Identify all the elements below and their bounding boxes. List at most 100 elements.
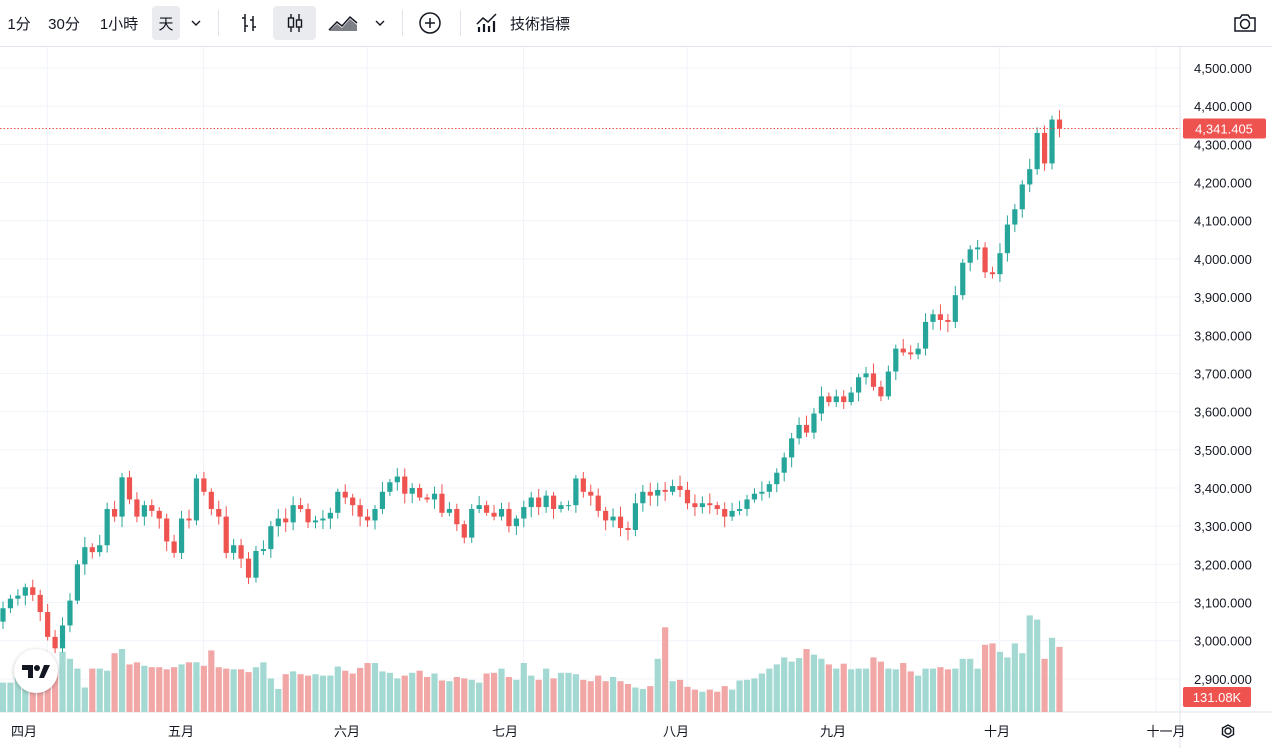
interval-1h-button[interactable]: 1小時 <box>99 15 139 33</box>
bar-chart-style-icon[interactable] <box>232 6 266 40</box>
volume-bar <box>892 669 899 712</box>
candle-body <box>848 392 854 403</box>
volume-bar <box>550 678 557 712</box>
volume-bar <box>0 682 7 712</box>
volume-bar <box>342 670 349 712</box>
volume-bar <box>1011 643 1018 712</box>
candle-body <box>818 396 824 414</box>
volume-bar <box>795 658 803 712</box>
candle-body <box>625 528 631 530</box>
candle-body <box>550 495 557 509</box>
candle-body <box>536 497 542 508</box>
price-tick-label: 4,200.000 <box>1194 176 1252 191</box>
candle-body <box>885 371 891 397</box>
candle-body <box>52 636 58 649</box>
candle-body <box>662 489 668 492</box>
price-tick-label: 3,900.000 <box>1194 290 1252 305</box>
volume-bar <box>81 687 88 712</box>
volume-bar <box>260 662 267 712</box>
current-price-label: 4,341.405 <box>1195 122 1253 137</box>
toolbar-divider <box>402 10 403 36</box>
interval-day-button[interactable]: 天 <box>152 6 180 40</box>
candle-body <box>670 486 676 492</box>
volume-bar <box>528 675 535 712</box>
volume-bar <box>312 674 319 712</box>
chart-grid <box>0 47 1272 748</box>
toolbar-divider <box>218 10 219 36</box>
volume-bar <box>1048 637 1056 712</box>
volume-bar <box>617 681 624 712</box>
candle-body <box>915 348 921 355</box>
candle-body <box>632 503 638 530</box>
volume-bar <box>438 680 446 712</box>
price-tick-label: 3,700.000 <box>1194 366 1252 381</box>
candle-body <box>67 600 73 626</box>
interval-dropdown-chevron-icon[interactable] <box>184 6 208 40</box>
volume-bar <box>818 658 825 712</box>
candle-body <box>260 549 266 551</box>
candle-body <box>312 520 319 523</box>
candle-body <box>1042 132 1048 164</box>
interval-30m-button[interactable]: 30分 <box>48 15 80 33</box>
volume-bar <box>334 666 341 712</box>
price-chart[interactable]: 2,900.000 3,000.000 3,100.000 3,200.000 3,30… <box>0 47 1272 748</box>
chart-settings-gear-icon[interactable] <box>1216 719 1240 743</box>
volume-bar <box>684 686 691 712</box>
snapshot-camera-icon[interactable] <box>1226 6 1264 40</box>
price-tick-label: 3,000.000 <box>1194 634 1252 649</box>
volume-bar <box>490 672 498 712</box>
time-axis: 四月 五月 六月 七月 八月 九月 十月 十一月 <box>11 724 1186 739</box>
candle-body <box>826 396 832 403</box>
volume-bar <box>676 679 684 712</box>
volume-bar <box>74 668 81 712</box>
volume-bar <box>944 669 951 712</box>
candle-body <box>878 386 884 397</box>
chart-style-dropdown-chevron-icon[interactable] <box>368 6 392 40</box>
interval-1m-button[interactable]: 1分 <box>7 15 31 33</box>
candle-body <box>30 587 36 595</box>
candle-body <box>975 247 981 250</box>
candle-body <box>766 484 772 492</box>
candle-body <box>930 314 936 322</box>
chart-canvas[interactable]: 2,900.000 3,000.000 3,100.000 3,200.000 3,30… <box>0 47 1272 748</box>
volume-bar <box>357 667 364 712</box>
candle-body <box>208 491 214 509</box>
volume-bar <box>714 691 721 712</box>
volume-bar <box>996 651 1004 712</box>
volume-bar <box>855 668 862 712</box>
candle-body <box>305 508 311 523</box>
candle-body <box>402 476 408 494</box>
area-chart-style-icon[interactable] <box>323 6 363 40</box>
tradingview-logo[interactable] <box>14 649 58 693</box>
candle-body <box>677 486 683 490</box>
volume-bar <box>922 668 929 712</box>
candle-body <box>1004 224 1010 254</box>
candlestick-style-icon[interactable] <box>273 6 316 40</box>
volume-bar <box>915 675 922 712</box>
price-tick-label: 3,100.000 <box>1194 596 1252 611</box>
price-tick-label: 4,300.000 <box>1194 137 1252 152</box>
candle-body <box>231 545 237 553</box>
candle-body <box>699 503 705 508</box>
candle-body <box>744 499 750 509</box>
volume-bar <box>237 669 245 712</box>
candle-body <box>759 491 765 494</box>
candle-body <box>7 598 14 609</box>
volume-bar <box>848 669 855 712</box>
volume-bar <box>788 661 795 712</box>
volume-bar <box>833 668 840 712</box>
volume-bar <box>1041 658 1048 712</box>
compare-add-symbol-icon[interactable] <box>412 6 448 40</box>
volume-bar <box>877 661 885 712</box>
price-tick-label: 3,800.000 <box>1194 328 1252 343</box>
volume-bar <box>148 667 155 712</box>
candle-body <box>387 482 393 492</box>
volume-bar <box>520 663 527 712</box>
candle-body <box>989 272 996 275</box>
indicators-button[interactable]: 技術指標 <box>474 6 590 40</box>
chart-toolbar: 1分 30分 1小時 天 技術指標 <box>0 0 1272 47</box>
candle-body <box>997 253 1003 275</box>
candle-body <box>736 508 743 511</box>
volume-bar <box>870 657 877 712</box>
volume-bar <box>513 679 520 712</box>
